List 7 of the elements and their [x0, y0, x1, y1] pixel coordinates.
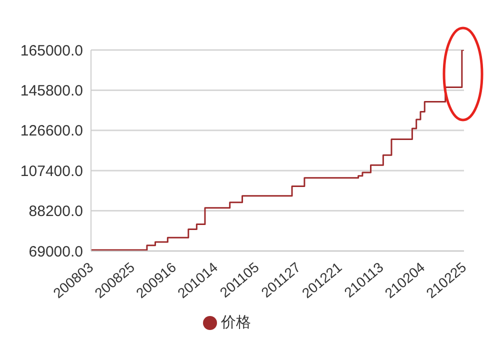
- y-tick-label: 107400.0: [20, 162, 83, 180]
- y-tick-label: 145800.0: [20, 82, 83, 100]
- y-tick-label: 165000.0: [20, 42, 83, 60]
- y-tick-label: 126600.0: [20, 122, 83, 140]
- y-tick-label: 69000.0: [28, 243, 83, 260]
- y-tick-label: 88200.0: [28, 203, 83, 220]
- legend-label: 价格: [221, 314, 251, 331]
